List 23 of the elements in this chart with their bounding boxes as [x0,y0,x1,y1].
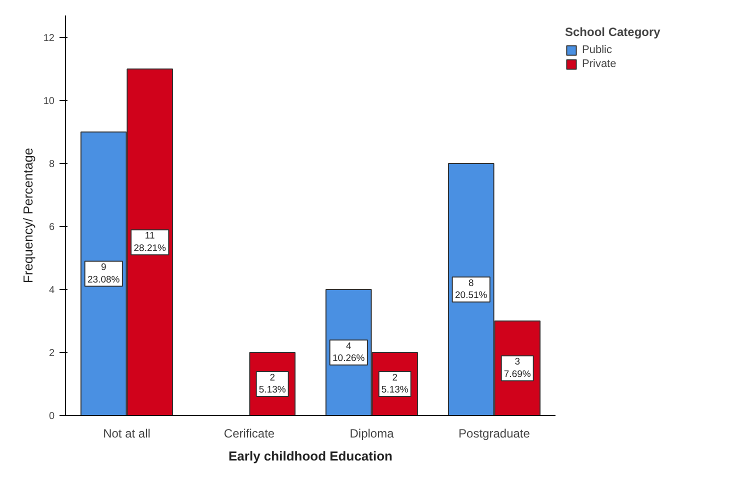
y-tick-label: 10 [43,96,55,108]
data-label: 8 20.51% [455,278,488,302]
data-label: 2 5.13% [381,372,409,396]
data-label: 2 5.13% [258,372,286,396]
x-axis-title: Early childhood Education [228,448,393,464]
y-tick-label: 4 [48,285,55,296]
legend-label: Public [582,44,612,56]
data-label: 4 10.26% [332,340,366,364]
legend-title: School Category [565,25,660,39]
y-tick-label: 2 [48,348,55,360]
data-label: 11 28.21% [134,230,167,254]
x-tick-label: Not at all [103,426,150,440]
data-label: 3 7.69% [504,356,532,380]
y-tick-label: 8 [48,159,55,170]
x-tick-label: Postgraduate [458,426,530,440]
data-label: 9 23.08% [88,262,120,286]
y-tick-label: 0 [48,411,55,422]
legend-label: Private [582,58,616,70]
x-tick-label: Diploma [350,426,394,440]
y-axis-title: Frequency/ Percentage [20,148,36,284]
x-tick-label: Cerificate [224,426,275,440]
y-tick-label: 12 [43,33,55,44]
y-tick-label: 6 [48,222,55,234]
